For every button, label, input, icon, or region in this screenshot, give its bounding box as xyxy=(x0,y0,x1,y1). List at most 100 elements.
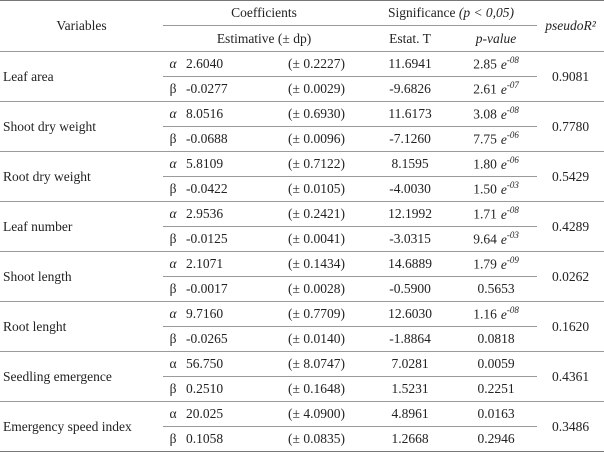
variable-cell: Root dry weight xyxy=(0,151,163,202)
stat-t: 14.6889 xyxy=(365,251,456,277)
std-dev: (± 0.0028) xyxy=(268,276,366,302)
pseudo-r2: 0.4361 xyxy=(537,351,604,402)
header-significance: Significance (p < 0,05) xyxy=(365,0,538,26)
stat-t: 11.6941 xyxy=(365,51,456,77)
estimate: -0.0017 xyxy=(183,276,268,302)
p-exponent: -06 xyxy=(506,130,519,141)
std-dev: (± 0.2227) xyxy=(268,51,366,77)
estimate: 2.6040 xyxy=(183,51,268,77)
p-value: 7.75 e-06 xyxy=(455,126,538,152)
coef-symbol: β xyxy=(163,276,183,302)
p-mantissa: 2.61 xyxy=(473,81,497,97)
p-exponent: -09 xyxy=(506,255,519,266)
data-row: Root dry weight α 5.8109 (± 0.7122) 8.1595 1.… xyxy=(0,151,604,202)
std-dev: (± 0.0835) xyxy=(268,426,366,452)
p-mantissa: 7.75 xyxy=(473,131,497,147)
data-row: β -0.0265 (± 0.0140) -1.8864 0.0818 xyxy=(0,326,604,352)
std-dev: (± 4.0900) xyxy=(268,401,366,427)
p-exponent: -07 xyxy=(506,80,519,91)
estimate: 5.8109 xyxy=(183,151,268,177)
variable-cell: Leaf area xyxy=(0,51,163,102)
p-base: e xyxy=(500,131,507,147)
p-mantissa: 3.08 xyxy=(473,106,497,122)
p-base: e xyxy=(500,306,507,322)
stat-t: -9.6826 xyxy=(365,76,456,102)
p-exponent: -08 xyxy=(506,105,519,116)
significance-label: Significance xyxy=(387,5,456,20)
stat-t: 1.2668 xyxy=(365,426,456,452)
coef-symbol: β xyxy=(163,226,183,252)
p-value: 1.71 e-08 xyxy=(455,201,538,227)
p-value: 0.0818 xyxy=(455,326,538,352)
coef-symbol: β xyxy=(163,176,183,202)
stat-t: -3.0315 xyxy=(365,226,456,252)
estimate: -0.0277 xyxy=(183,76,268,102)
pseudo-r2: 0.3486 xyxy=(537,401,604,452)
std-dev: (± 0.6930) xyxy=(268,101,366,127)
pseudo-r2: 0.0262 xyxy=(537,251,604,302)
estimate: 0.2510 xyxy=(183,376,268,402)
stat-t: 12.6030 xyxy=(365,301,456,327)
data-row: β 0.1058 (± 0.0835) 1.2668 0.2946 xyxy=(0,426,604,452)
estimate: -0.0125 xyxy=(183,226,268,252)
p-mantissa: 9.64 xyxy=(473,231,497,247)
p-mantissa: 1.79 xyxy=(473,256,497,272)
estimate: -0.0265 xyxy=(183,326,268,352)
data-row: Leaf area α 2.6040 (± 0.2227) 11.6941 2.85 e-0… xyxy=(0,51,604,102)
variable-cell: Seedling emergence xyxy=(0,351,163,402)
data-row: Shoot dry weight α 8.0516 (± 0.6930) 11.6173… xyxy=(0,101,604,152)
p-value: 1.16 e-08 xyxy=(455,301,538,327)
coef-symbol: α xyxy=(163,251,183,277)
estimate: 2.9536 xyxy=(183,201,268,227)
coef-symbol: α xyxy=(163,101,183,127)
p-value: 1.80 e-06 xyxy=(455,151,538,177)
p-value: 9.64 e-03 xyxy=(455,226,538,252)
p-base: e xyxy=(500,106,507,122)
p-value: 0.2251 xyxy=(455,376,538,402)
stat-t: -7.1260 xyxy=(365,126,456,152)
pseudo-r2: 0.7780 xyxy=(537,101,604,152)
p-value: 2.85 e-08 xyxy=(455,51,538,77)
p-base: e xyxy=(500,156,507,172)
stat-t: -1.8864 xyxy=(365,326,456,352)
data-row: β -0.0125 (± 0.0041) -3.0315 9.64 e-03 xyxy=(0,226,604,252)
p-value: 3.08 e-08 xyxy=(455,101,538,127)
variable-cell: Shoot length xyxy=(0,251,163,302)
estimate: -0.0422 xyxy=(183,176,268,202)
std-dev: (± 8.0747) xyxy=(268,351,366,377)
p-base: e xyxy=(500,206,507,222)
data-row: Seedling emergence α 56.750 (± 8.0747) 7.028… xyxy=(0,351,604,402)
std-dev: (± 0.0029) xyxy=(268,76,366,102)
std-dev: (± 0.7709) xyxy=(268,301,366,327)
data-row: β -0.0422 (± 0.0105) -4.0030 1.50 e-03 xyxy=(0,176,604,202)
p-value: 1.50 e-03 xyxy=(455,176,538,202)
coef-symbol: β xyxy=(163,426,183,452)
data-row: Shoot length α 2.1071 (± 0.1434) 14.6889 1.79… xyxy=(0,251,604,302)
std-dev: (± 0.2421) xyxy=(268,201,366,227)
std-dev: (± 0.0041) xyxy=(268,226,366,252)
data-row: β -0.0277 (± 0.0029) -9.6826 2.61 e-07 xyxy=(0,76,604,102)
coef-symbol: α xyxy=(163,401,183,427)
table-body: Leaf area α 2.6040 (± 0.2227) 11.6941 2.85 e-0… xyxy=(0,51,604,452)
data-row: β -0.0688 (± 0.0096) -7.1260 7.75 e-06 xyxy=(0,126,604,152)
p-exponent: -03 xyxy=(506,230,519,241)
p-mantissa: 1.50 xyxy=(473,181,497,197)
header-pseudo: pseudoR² xyxy=(537,0,604,52)
p-base: e xyxy=(500,256,507,272)
std-dev: (± 0.0105) xyxy=(268,176,366,202)
std-dev: (± 0.0096) xyxy=(268,126,366,152)
p-base: e xyxy=(500,56,507,72)
stat-t: 4.8961 xyxy=(365,401,456,427)
p-value: 0.2946 xyxy=(455,426,538,452)
estimate: 9.7160 xyxy=(183,301,268,327)
coef-symbol: α xyxy=(163,151,183,177)
coef-symbol: α xyxy=(163,301,183,327)
variable-cell: Root lenght xyxy=(0,301,163,352)
coef-symbol: α xyxy=(163,201,183,227)
header-stat: Estat. T xyxy=(365,25,456,52)
p-value: 0.0163 xyxy=(455,401,538,427)
estimate: 0.1058 xyxy=(183,426,268,452)
std-dev: (± 0.1648) xyxy=(268,376,366,402)
estimate: 56.750 xyxy=(183,351,268,377)
